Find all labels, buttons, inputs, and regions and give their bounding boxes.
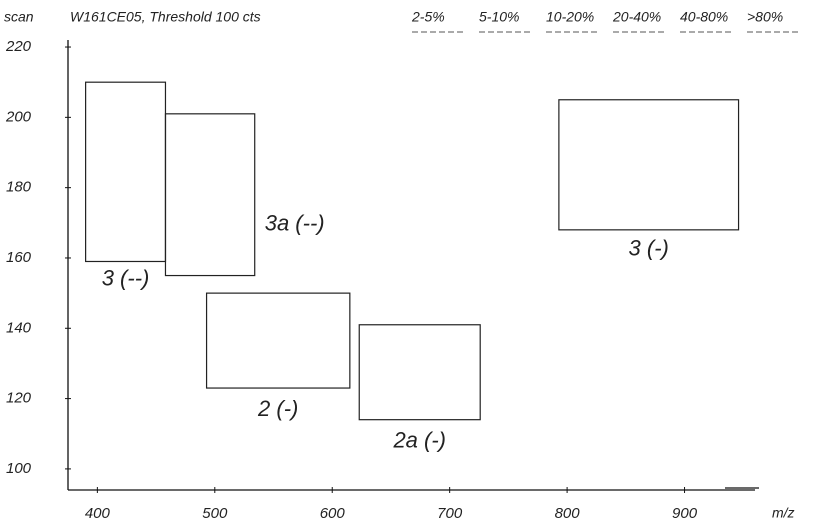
- y-tick-label: 100: [6, 460, 32, 477]
- legend-label: >80%: [747, 9, 783, 25]
- region-box: [205, 292, 351, 389]
- legend-label: 20-40%: [612, 9, 661, 25]
- region-box: [358, 324, 481, 421]
- y-tick-label: 200: [5, 108, 32, 125]
- region-label: 2 (-): [257, 396, 298, 421]
- y-tick-label: 120: [6, 390, 32, 407]
- x-tick-label: 500: [202, 505, 228, 522]
- region-box: [85, 81, 167, 263]
- region-box: [164, 113, 256, 277]
- region-label: 2a (-): [392, 428, 446, 453]
- x-tick-label: 700: [437, 505, 463, 522]
- y-tick-label: 160: [6, 249, 32, 266]
- x-tick-label: 400: [85, 505, 111, 522]
- legend-label: 40-80%: [680, 9, 728, 25]
- x-axis-label: m/z: [772, 505, 795, 521]
- y-tick-label: 140: [6, 319, 32, 336]
- x-tick-label: 600: [320, 505, 346, 522]
- y-tick-label: 180: [6, 179, 32, 196]
- legend-label: 10-20%: [546, 9, 594, 25]
- y-axis-label: scan: [4, 9, 34, 25]
- y-tick-label: 220: [5, 38, 32, 55]
- region-box: [558, 99, 740, 231]
- legend-label: 5-10%: [479, 9, 519, 25]
- region-label: 3a (--): [265, 211, 325, 236]
- x-tick-label: 800: [555, 505, 581, 522]
- legend-label: 2-5%: [411, 9, 445, 25]
- chart-title: W161CE05, Threshold 100 cts: [70, 9, 261, 25]
- region-label: 3 (--): [102, 265, 150, 290]
- x-tick-label: 900: [672, 505, 698, 522]
- region-label: 3 (-): [629, 236, 669, 261]
